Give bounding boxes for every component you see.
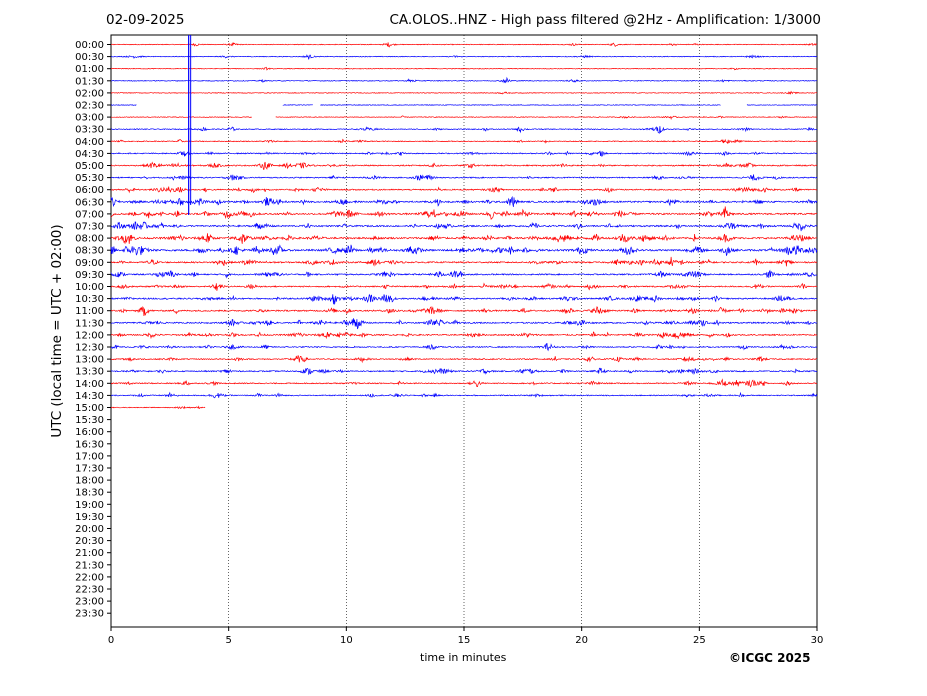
y-tick-label: 11:00: [75, 306, 104, 317]
y-tick-label: 20:00: [75, 524, 104, 535]
y-tick-label: 23:30: [75, 609, 104, 620]
y-tick-label: 08:30: [75, 246, 104, 257]
trace-row: [111, 42, 818, 48]
trace-row: [110, 54, 818, 60]
trace-row: [110, 378, 818, 388]
trace-row: [110, 126, 818, 134]
y-tick-label: 14:30: [75, 391, 104, 402]
y-tick-label: 12:00: [75, 330, 104, 341]
y-tick-label: 08:00: [75, 234, 104, 245]
y-tick-label: 10:00: [75, 282, 104, 293]
trace-row: [110, 206, 818, 221]
trace-row: [110, 367, 818, 376]
y-tick-label: 06:30: [75, 197, 104, 208]
x-tick-label: 30: [811, 635, 824, 646]
y-tick-label: 01:30: [75, 76, 104, 87]
plot-frame: [110, 34, 818, 628]
y-tick-label: 11:30: [75, 318, 104, 329]
y-tick-label: 17:30: [75, 464, 104, 475]
y-tick-label: 15:30: [75, 415, 104, 426]
trace-row: [110, 161, 818, 170]
y-tick-label: 14:00: [75, 379, 104, 390]
y-tick-label: 18:00: [75, 476, 104, 487]
y-tick-label: 00:00: [75, 40, 104, 51]
y-tick-label: 07:30: [75, 222, 104, 233]
trace-row: [110, 174, 818, 181]
trace-row: [110, 269, 818, 279]
trace-row: [110, 282, 818, 291]
trace-row: [110, 256, 818, 267]
trace-row: [110, 104, 818, 106]
station-title: CA.OLOS..HNZ - High pass filtered @2Hz -…: [389, 12, 821, 28]
y-tick-label: 09:30: [75, 270, 104, 281]
trace-row: [110, 115, 817, 120]
y-tick-label: 13:00: [75, 355, 104, 366]
trace-row: [110, 186, 818, 194]
y-tick-label: 21:30: [75, 560, 104, 571]
trace-row: [110, 76, 817, 84]
trace-row: [110, 331, 818, 340]
y-tick-label: 19:30: [75, 512, 104, 523]
trace-row: [110, 195, 818, 208]
y-tick-label: 00:30: [75, 52, 104, 63]
y-tick-label: 04:30: [75, 149, 104, 160]
trace-row: [110, 221, 818, 232]
trace-row: [110, 318, 818, 330]
y-tick-label: 19:00: [75, 500, 104, 511]
x-tick-label: 0: [108, 635, 114, 646]
y-tick-label: 16:00: [75, 427, 104, 438]
y-tick-label: 05:00: [75, 161, 104, 172]
trace-row: [110, 305, 818, 317]
y-tick-label: 12:30: [75, 343, 104, 354]
trace-row: [110, 233, 818, 244]
trace-row: [110, 90, 818, 95]
x-tick-label: 10: [340, 635, 353, 646]
trace-row: [111, 293, 818, 305]
y-tick-label: 02:30: [75, 101, 104, 112]
y-tick-label: 10:30: [75, 294, 104, 305]
y-tick-label: 17:00: [75, 451, 104, 462]
y-tick-label: 05:30: [75, 173, 104, 184]
y-tick-label: 01:00: [75, 64, 104, 75]
trace-row: [110, 355, 818, 364]
y-tick-label: 07:00: [75, 209, 104, 220]
y-axis-label: UTC (local time = UTC + 02:00): [49, 224, 65, 438]
trace-row: [110, 150, 818, 157]
trace-row: [110, 391, 818, 399]
y-tick-label: 20:30: [75, 536, 104, 547]
y-tick-label: 06:00: [75, 185, 104, 196]
y-tick-label: 23:00: [75, 597, 104, 608]
y-tick-label: 18:30: [75, 488, 104, 499]
trace-row: [110, 405, 206, 410]
y-tick-label: 22:30: [75, 585, 104, 596]
trace-row: [110, 343, 818, 352]
x-tick-label: 5: [225, 635, 231, 646]
x-axis-label: time in minutes: [420, 651, 507, 664]
copyright-label: ©ICGC 2025: [729, 651, 811, 665]
trace-row: [110, 244, 818, 256]
trace-row: [110, 66, 818, 71]
y-tick-label: 04:00: [75, 137, 104, 148]
y-tick-label: 16:30: [75, 439, 104, 450]
y-tick-label: 21:00: [75, 548, 104, 559]
y-tick-label: 15:00: [75, 403, 104, 414]
y-tick-label: 03:30: [75, 125, 104, 136]
y-tick-label: 03:00: [75, 113, 104, 124]
date-title: 02-09-2025: [106, 12, 185, 28]
y-tick-label: 02:00: [75, 88, 104, 99]
x-tick-label: 25: [693, 635, 706, 646]
y-tick-label: 22:00: [75, 572, 104, 583]
x-tick-label: 20: [575, 635, 588, 646]
trace-row: [110, 138, 818, 144]
x-tick-label: 15: [458, 635, 471, 646]
y-tick-label: 09:00: [75, 258, 104, 269]
y-tick-label: 13:30: [75, 367, 104, 378]
